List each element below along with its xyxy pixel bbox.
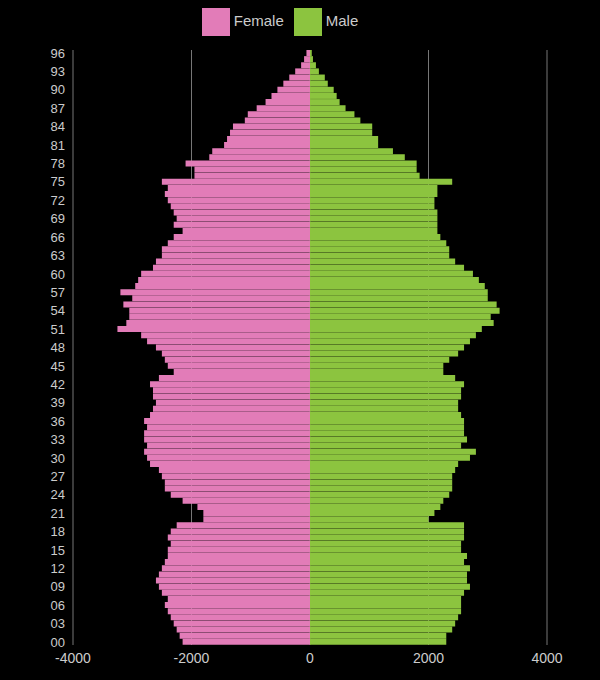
- svg-text:0: 0: [306, 650, 314, 666]
- svg-text:48: 48: [51, 340, 65, 355]
- svg-text:93: 93: [51, 64, 65, 79]
- svg-text:24: 24: [51, 487, 65, 502]
- svg-text:84: 84: [51, 119, 65, 134]
- svg-text:2000: 2000: [413, 650, 444, 666]
- svg-text:60: 60: [51, 267, 65, 282]
- svg-text:12: 12: [51, 561, 65, 576]
- svg-text:39: 39: [51, 395, 65, 410]
- svg-text:-4000: -4000: [55, 650, 91, 666]
- svg-text:15: 15: [51, 543, 65, 558]
- svg-text:03: 03: [51, 616, 65, 631]
- svg-text:54: 54: [51, 303, 65, 318]
- svg-text:18: 18: [51, 524, 65, 539]
- html-text:Male: Male: [325, 12, 359, 30]
- svg-text:-2000: -2000: [174, 650, 210, 666]
- svg-text:51: 51: [51, 322, 65, 337]
- svg-text:69: 69: [51, 211, 65, 226]
- svg-text:21: 21: [51, 506, 65, 521]
- svg-text:00: 00: [51, 635, 65, 650]
- svg-text:57: 57: [51, 285, 65, 300]
- svg-text:78: 78: [51, 156, 65, 171]
- svg-text:81: 81: [51, 138, 65, 153]
- svg-text:4000: 4000: [531, 650, 562, 666]
- html-text:Female: Female: [233, 12, 284, 30]
- svg-text:06: 06: [51, 598, 65, 613]
- svg-text:33: 33: [51, 432, 65, 447]
- svg-text:90: 90: [51, 82, 65, 97]
- svg-text:36: 36: [51, 414, 65, 429]
- svg-text:45: 45: [51, 359, 65, 374]
- svg-text:75: 75: [51, 174, 65, 189]
- svg-text:63: 63: [51, 248, 65, 263]
- svg-text:96: 96: [51, 46, 65, 61]
- svg-text:42: 42: [51, 377, 65, 392]
- svg-text:30: 30: [51, 451, 65, 466]
- svg-text:09: 09: [51, 579, 65, 594]
- svg-text:27: 27: [51, 469, 65, 484]
- svg-text:72: 72: [51, 193, 65, 208]
- svg-text:66: 66: [51, 230, 65, 245]
- svg-text:87: 87: [51, 101, 65, 116]
